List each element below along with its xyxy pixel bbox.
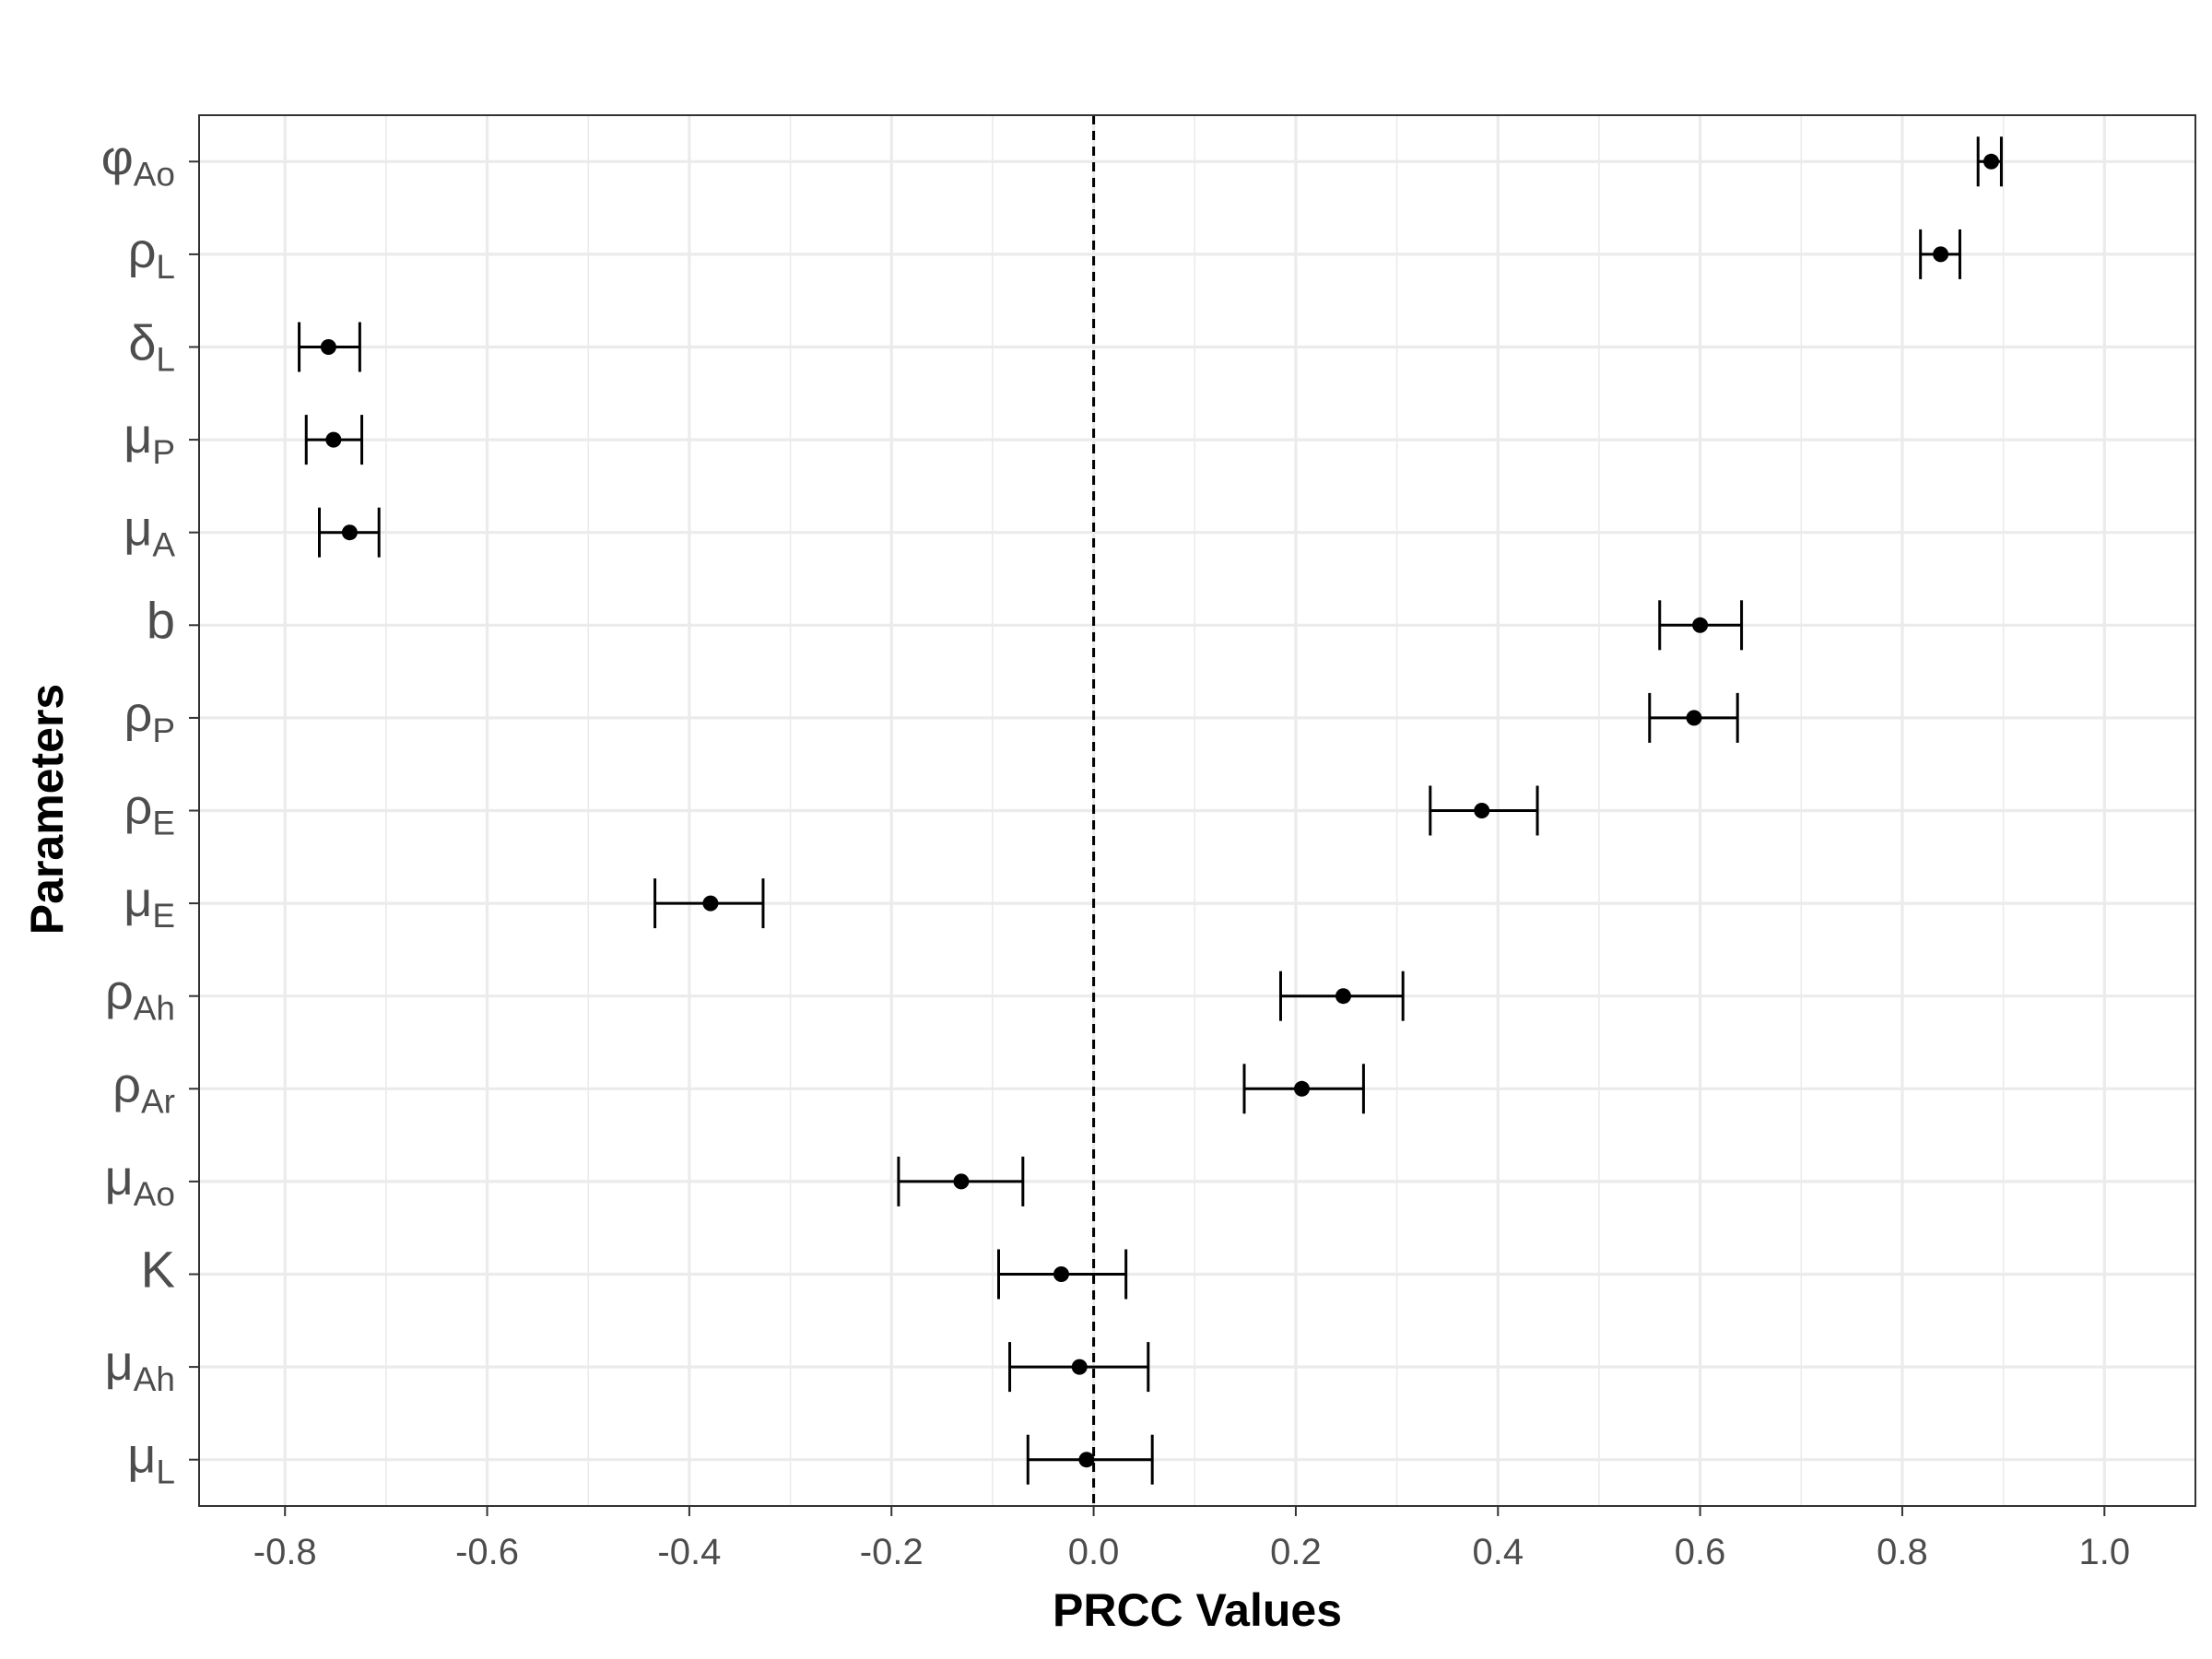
- data-point: [1933, 246, 1949, 263]
- y-tick-label: ρAr: [112, 1057, 175, 1120]
- param-symbol: ρ: [128, 223, 157, 278]
- data-point: [1686, 710, 1702, 726]
- y-tick-label: K: [141, 1241, 175, 1299]
- param-symbol: μ: [127, 1429, 156, 1484]
- data-point: [1692, 617, 1709, 633]
- data-point: [953, 1173, 970, 1190]
- y-tick-label: δL: [128, 316, 175, 379]
- param-symbol: K: [141, 1241, 175, 1299]
- param-subscript: P: [152, 433, 175, 471]
- param-subscript: Ao: [134, 1175, 175, 1213]
- param-subscript: Ah: [134, 990, 175, 1028]
- data-point: [341, 524, 358, 541]
- x-tick-label: 0.6: [1675, 1532, 1726, 1572]
- param-symbol: φ: [101, 130, 134, 185]
- x-tick-label: 1.0: [2078, 1532, 2130, 1572]
- data-point: [325, 431, 342, 448]
- y-tick-label: ρP: [124, 687, 175, 749]
- x-tick-label: -0.6: [455, 1532, 519, 1572]
- param-subscript: L: [156, 1453, 175, 1491]
- x-tick-label: 0.2: [1270, 1532, 1322, 1572]
- x-axis-ticks: [284, 1506, 2106, 1516]
- x-tick-label: 0.4: [1472, 1532, 1524, 1572]
- y-tick-label: μAh: [105, 1335, 175, 1398]
- param-subscript: A: [152, 526, 175, 564]
- data-points: [320, 153, 1999, 1468]
- x-tick-label: 0.8: [1877, 1532, 1928, 1572]
- data-point: [702, 895, 719, 912]
- param-symbol: δ: [128, 316, 156, 371]
- param-symbol: b: [147, 591, 175, 649]
- data-point: [1071, 1359, 1088, 1375]
- data-point: [1078, 1452, 1095, 1468]
- param-symbol: μ: [105, 1150, 134, 1206]
- data-point: [1335, 988, 1351, 1005]
- param-subscript: E: [152, 805, 175, 842]
- y-tick-label: ρAh: [105, 965, 175, 1028]
- data-point: [1983, 153, 1999, 170]
- y-tick-label: μE: [124, 872, 175, 935]
- param-subscript: E: [152, 897, 175, 935]
- param-subscript: Ar: [141, 1082, 175, 1120]
- y-tick-label: μL: [127, 1429, 175, 1491]
- param-symbol: μ: [105, 1335, 134, 1391]
- param-symbol: ρ: [112, 1057, 141, 1112]
- param-symbol: μ: [124, 501, 152, 557]
- data-point: [1053, 1266, 1069, 1282]
- x-tick-label: -0.2: [860, 1532, 924, 1572]
- y-tick-label: b: [147, 591, 175, 649]
- y-tick-label: ρE: [124, 780, 175, 842]
- data-point: [320, 339, 336, 355]
- x-tick-label: -0.8: [253, 1532, 317, 1572]
- param-subscript: Ah: [134, 1360, 175, 1398]
- param-subscript: P: [152, 712, 175, 749]
- param-symbol: μ: [124, 408, 152, 464]
- data-point: [1474, 803, 1490, 818]
- y-tick-label: μAo: [105, 1150, 175, 1213]
- x-tick-label: 0.0: [1068, 1532, 1120, 1572]
- y-tick-label: φAo: [101, 130, 175, 193]
- y-tick-label: ρL: [128, 223, 175, 286]
- y-axis-ticks: [189, 160, 199, 1461]
- param-subscript: L: [156, 341, 175, 379]
- x-axis-tick-labels: -0.8 -0.6 -0.4 -0.2 0.0 0.2 0.4 0.6 0.8 1.0: [253, 1532, 2130, 1572]
- param-symbol: μ: [124, 872, 152, 927]
- y-axis-title: Parameters: [21, 684, 73, 935]
- y-tick-label: μP: [124, 408, 175, 471]
- data-point: [1294, 1080, 1311, 1097]
- param-subscript: Ao: [134, 155, 175, 193]
- param-symbol: ρ: [124, 780, 153, 835]
- x-tick-label: -0.4: [657, 1532, 721, 1572]
- param-symbol: ρ: [105, 965, 134, 1020]
- param-subscript: L: [156, 248, 175, 286]
- param-symbol: ρ: [124, 687, 153, 742]
- y-tick-label: μA: [124, 501, 175, 564]
- x-axis-title: PRCC Values: [1053, 1584, 1342, 1636]
